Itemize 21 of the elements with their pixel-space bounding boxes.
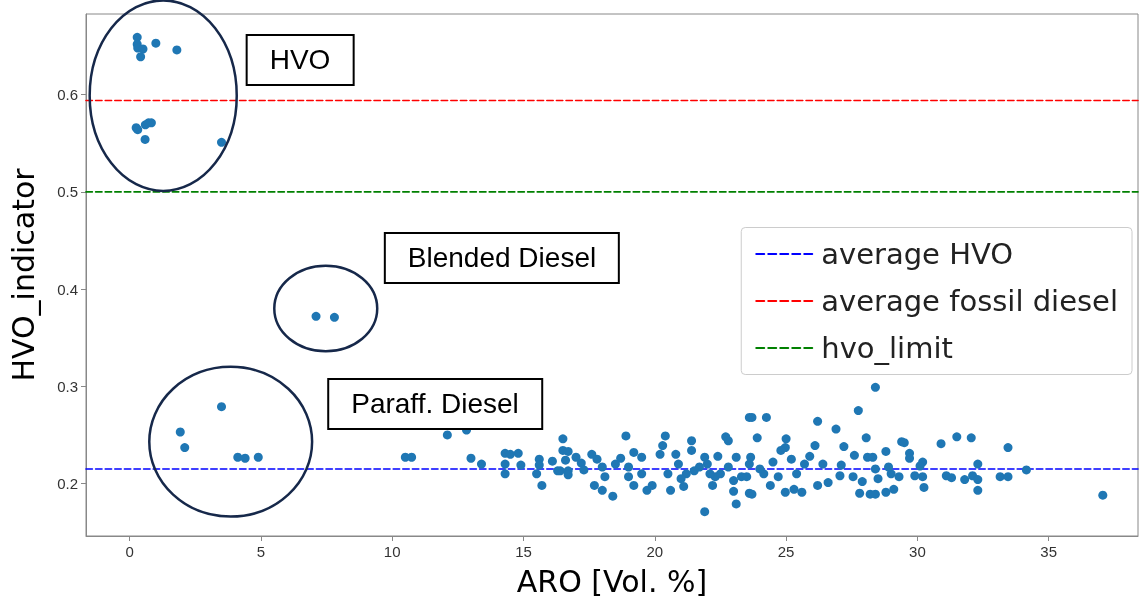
x-tick-label: 10 [383, 543, 401, 560]
legend-label: hvo_limit [821, 331, 953, 365]
x-tick-label: 15 [515, 543, 532, 560]
annotation: Paraff. Diesel [327, 378, 543, 430]
x-axis-title: ARO [Vol. %] [516, 563, 708, 599]
y-axis-title: HVO_indicator [5, 167, 41, 382]
y-tick-label: 0.3 [57, 377, 78, 395]
annotation: Blended Diesel [383, 232, 621, 284]
y-tick-label: 0.6 [57, 86, 78, 104]
x-tick-label: 20 [646, 543, 664, 560]
x-tick-label: 25 [777, 543, 795, 560]
x-tick-label: 0 [125, 543, 134, 560]
y-tick-label: 0.4 [57, 280, 78, 298]
x-tick-label: 30 [909, 543, 926, 560]
x-tick-label: 35 [1040, 543, 1058, 560]
y-tick-label: 0.2 [57, 475, 78, 493]
legend-label: average HVO [821, 237, 1014, 271]
legend-label: average fossil diesel [821, 284, 1119, 318]
x-tick-label: 5 [256, 543, 266, 560]
annotation: HVO [245, 34, 355, 86]
y-tick-label: 0.5 [57, 183, 78, 201]
